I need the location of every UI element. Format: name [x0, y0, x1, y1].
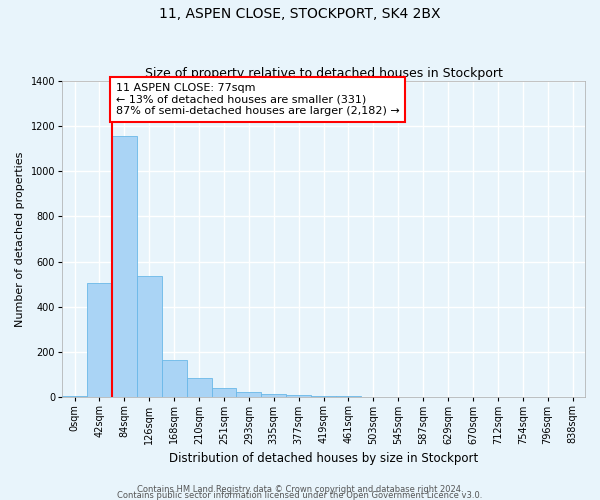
Bar: [87, 283, 112, 398]
X-axis label: Distribution of detached houses by size in Stockport: Distribution of detached houses by size …: [169, 452, 478, 465]
Bar: [262, 394, 286, 398]
Bar: [137, 276, 162, 398]
Text: 11 ASPEN CLOSE: 77sqm
← 13% of detached houses are smaller (331)
87% of semi-det: 11 ASPEN CLOSE: 77sqm ← 13% of detached …: [116, 83, 400, 116]
Text: 11, ASPEN CLOSE, STOCKPORT, SK4 2BX: 11, ASPEN CLOSE, STOCKPORT, SK4 2BX: [159, 8, 441, 22]
Text: Contains HM Land Registry data © Crown copyright and database right 2024.: Contains HM Land Registry data © Crown c…: [137, 485, 463, 494]
Y-axis label: Number of detached properties: Number of detached properties: [15, 152, 25, 326]
Title: Size of property relative to detached houses in Stockport: Size of property relative to detached ho…: [145, 66, 503, 80]
Bar: [62, 396, 87, 398]
Bar: [187, 378, 212, 398]
Bar: [212, 388, 236, 398]
Bar: [112, 136, 137, 398]
Bar: [311, 396, 336, 398]
Bar: [336, 396, 361, 398]
Bar: [162, 360, 187, 398]
Bar: [236, 392, 262, 398]
Bar: [286, 395, 311, 398]
Text: Contains public sector information licensed under the Open Government Licence v3: Contains public sector information licen…: [118, 490, 482, 500]
